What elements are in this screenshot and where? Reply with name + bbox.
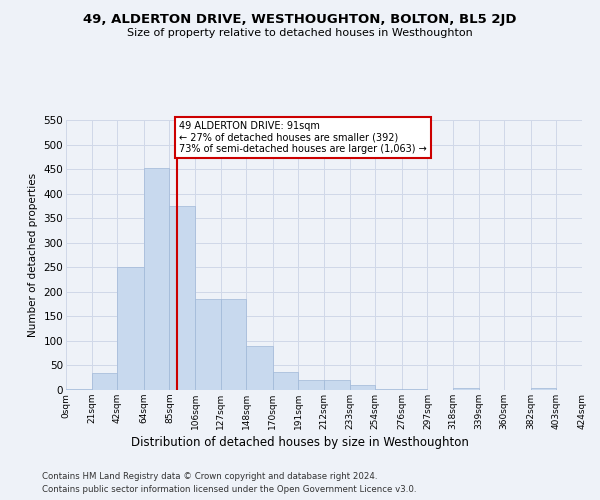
Text: Contains HM Land Registry data © Crown copyright and database right 2024.: Contains HM Land Registry data © Crown c… (42, 472, 377, 481)
Bar (273, 372, 298, 390)
Bar (375, 388, 402, 390)
Text: 49, ALDERTON DRIVE, WESTHOUGHTON, BOLTON, BL5 2JD: 49, ALDERTON DRIVE, WESTHOUGHTON, BOLTON… (83, 12, 517, 26)
Bar (66, 388, 92, 390)
Bar (298, 380, 324, 390)
Text: Distribution of detached houses by size in Westhoughton: Distribution of detached houses by size … (131, 436, 469, 449)
Y-axis label: Number of detached properties: Number of detached properties (28, 173, 38, 337)
Bar (453, 388, 479, 390)
Bar (92, 373, 117, 390)
Text: Contains public sector information licensed under the Open Government Licence v3: Contains public sector information licen… (42, 485, 416, 494)
Text: Size of property relative to detached houses in Westhoughton: Size of property relative to detached ho… (127, 28, 473, 38)
Text: 49 ALDERTON DRIVE: 91sqm
← 27% of detached houses are smaller (392)
73% of semi-: 49 ALDERTON DRIVE: 91sqm ← 27% of detach… (179, 121, 427, 154)
Bar (144, 168, 169, 390)
Bar (117, 268, 144, 390)
Bar (350, 385, 375, 390)
Bar (246, 346, 273, 390)
Bar (324, 380, 350, 390)
Bar (195, 299, 221, 390)
Bar (221, 299, 246, 390)
Bar (582, 388, 600, 390)
Bar (402, 388, 427, 390)
Bar (169, 206, 195, 390)
Bar (531, 388, 556, 390)
